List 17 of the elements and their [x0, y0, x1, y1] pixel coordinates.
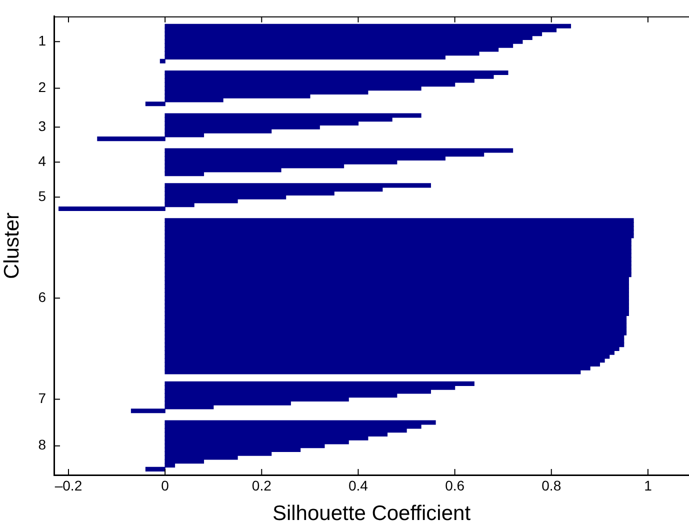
x-tick-label: 0.8	[542, 477, 562, 494]
y-tick-label: 1	[38, 32, 46, 49]
y-tick-label: 7	[38, 390, 46, 406]
x-tick-label: 0.6	[445, 477, 465, 494]
y-tick-label: 4	[38, 153, 46, 169]
y-tick-label: 6	[38, 289, 46, 306]
y-axis-title: Cluster	[0, 212, 24, 279]
x-tick-label: 0	[161, 477, 170, 494]
x-tick-label: 0.2	[252, 477, 272, 494]
y-tick-label: 8	[38, 436, 46, 453]
x-tick-label: 0.4	[348, 477, 368, 494]
x-tick-label: –0.2	[54, 477, 82, 494]
y-tick-label: 2	[38, 79, 46, 96]
x-axis-title: Silhouette Coefficient	[272, 502, 471, 526]
y-tick-label: 5	[38, 188, 46, 204]
x-tick-label: 1	[644, 477, 652, 494]
y-tick-label: 3	[38, 118, 46, 134]
